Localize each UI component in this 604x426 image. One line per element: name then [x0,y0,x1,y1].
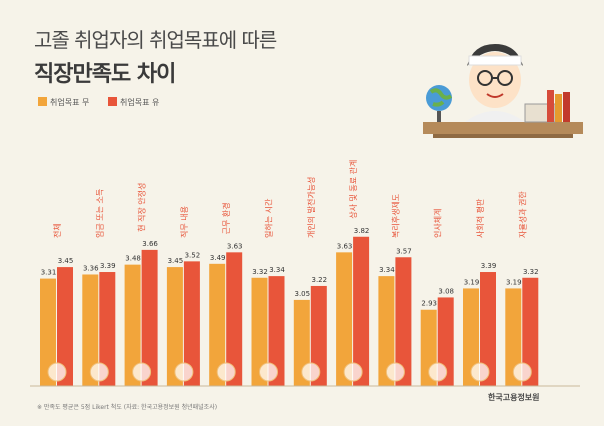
pencil-paper-icon [301,362,321,382]
value-label-no-goal-11: 3.19 [506,278,522,286]
bar-no-goal-10 [463,288,479,386]
value-label-no-goal-7: 3.63 [337,242,353,250]
bar-no-goal-2 [124,264,141,386]
value-label-goal-2: 3.66 [142,240,158,248]
value-label-goal-1: 3.39 [100,262,116,270]
category-label-6: 개인의 발전가능성 [306,177,316,238]
value-label-goal-6: 3.22 [312,276,328,284]
category-label-2: 현 직장 안정성 [137,183,147,232]
legend-swatch-goal [108,97,117,106]
book-dark-red [563,92,570,122]
legend-item-goal: 취업목표 유 [108,97,159,108]
footnote: ※ 만족도 평균은 5점 Likert 척도 (자료: 한국고용정보원 청년패널… [37,404,218,411]
category-label-7: 상사 및 동료 관계 [348,160,358,219]
student-hair [467,44,523,66]
chart-title-line2: 직장만족도 차이 [34,62,176,87]
value-label-goal-10: 3.39 [481,262,497,270]
tools-icon [216,362,236,382]
clock-icon [259,362,278,382]
bar-no-goal-1 [82,274,99,386]
bar-no-goal-11 [505,288,522,386]
org-name: 한국고용정보원 [488,393,540,402]
student-face [469,52,521,108]
bar-goal-6 [310,285,327,386]
heart-hand-icon [385,362,405,382]
bar-goal-3 [183,261,200,386]
value-label-no-goal-3: 3.45 [168,257,184,265]
book-red [547,90,554,122]
pointer-icon [512,362,532,382]
folder-icon [174,362,194,382]
value-label-no-goal-10: 3.19 [464,278,480,286]
student-body [465,111,525,122]
legend-swatch-no-goal [38,97,47,106]
value-label-goal-7: 3.82 [354,227,370,235]
student-headband [468,55,522,66]
student-studying-illustration [423,44,583,138]
desk-edge [433,134,573,138]
bar-goal-4 [226,252,243,386]
value-label-goal-8: 3.57 [396,247,412,255]
bar-no-goal-5 [251,277,268,386]
bar-goal-10 [480,272,496,386]
chart-title-line1: 고졸 취업자의 취업목표에 따른 [34,28,277,52]
value-label-goal-11: 3.32 [523,268,539,276]
legend-label-no-goal: 취업목표 무 [50,98,90,107]
category-label-1: 임금 또는 소득 [95,189,104,238]
value-label-goal-4: 3.63 [227,242,243,250]
category-label-10: 사회적 평판 [475,198,485,238]
won-coins-icon [47,362,67,382]
won-coin-icon [89,362,109,382]
category-label-11: 자율성과 권한 [517,191,527,238]
value-label-goal-5: 3.34 [269,266,285,274]
desk-top [423,122,583,134]
value-label-goal-0: 3.45 [58,257,74,265]
bar-goal-8 [395,257,412,386]
bar-goal-11 [522,277,539,386]
value-label-no-goal-6: 3.05 [295,290,311,298]
value-label-no-goal-9: 2.93 [421,300,437,308]
value-label-no-goal-8: 3.34 [379,266,395,274]
bar-goal-1 [99,272,116,386]
value-label-no-goal-1: 3.36 [83,264,99,272]
handshake-icon [428,362,448,382]
category-label-3: 직무 내용 [179,206,189,238]
category-label-8: 복리후생제도 [390,194,400,238]
category-label-0: 전체 [52,223,62,238]
value-label-no-goal-2: 3.48 [125,255,141,263]
bar-no-goal-4 [209,263,226,386]
category-label-5: 일하는 시간 [264,198,274,238]
people-icon [343,362,363,382]
value-label-goal-9: 3.08 [438,287,454,295]
value-label-no-goal-0: 3.31 [41,269,57,277]
building-icon [132,362,152,382]
category-label-4: 근무 환경 [221,202,231,234]
legend-item-no-goal: 취업목표 무 [38,97,89,108]
value-label-no-goal-4: 3.49 [210,254,226,262]
bar-goal-2 [141,249,158,386]
book-orange [555,94,562,122]
category-label-9: 인사체계 [433,209,443,238]
bar-no-goal-0 [40,278,56,386]
legend-label-goal: 취업목표 유 [120,98,160,107]
bar-no-goal-7 [336,252,353,386]
value-label-no-goal-5: 3.32 [252,268,268,276]
megaphone-icon [470,362,490,382]
bar-no-goal-8 [378,276,395,386]
bar-goal-5 [268,276,285,386]
bar-goal-7 [353,236,370,386]
bar-goal-0 [57,267,73,386]
value-label-goal-3: 3.52 [185,251,201,259]
bar-no-goal-3 [166,267,183,386]
